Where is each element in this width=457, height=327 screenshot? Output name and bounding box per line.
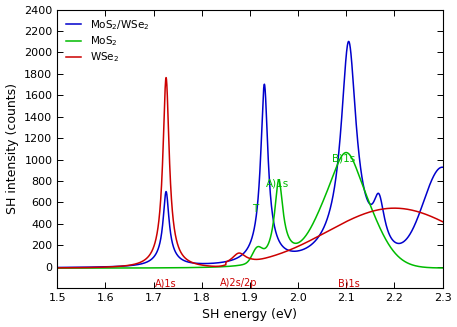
WSe$_2$: [202, 264, 208, 267]
Text: T: T: [253, 204, 259, 214]
WSe$_2$: [98, 265, 104, 269]
Y-axis label: SH intensity (counts): SH intensity (counts): [5, 83, 19, 214]
MoS$_2$: [219, 265, 224, 269]
WSe$_2$: [432, 216, 438, 220]
Text: A)1s: A)1s: [266, 179, 289, 188]
MoS$_2$/WSe$_2$: [219, 260, 224, 264]
X-axis label: SH energy (eV): SH energy (eV): [202, 308, 298, 321]
MoS$_2$: [202, 266, 208, 269]
MoS$_2$/WSe$_2$: [432, 171, 438, 175]
MoS$_2$/WSe$_2$: [54, 266, 60, 269]
Line: WSe$_2$: WSe$_2$: [57, 77, 442, 268]
MoS$_2$/WSe$_2$: [440, 165, 445, 169]
MoS$_2$: [54, 266, 60, 270]
MoS$_2$/WSe$_2$: [391, 239, 396, 243]
Text: B)1s: B)1s: [332, 154, 356, 164]
MoS$_2$/WSe$_2$: [346, 40, 351, 43]
Line: MoS$_2$/WSe$_2$: MoS$_2$/WSe$_2$: [57, 42, 442, 267]
MoS$_2$/WSe$_2$: [121, 264, 127, 268]
MoS$_2$/WSe$_2$: [98, 265, 104, 269]
MoS$_2$/WSe$_2$: [202, 262, 208, 266]
WSe$_2$: [163, 76, 169, 79]
Text: A)1s: A)1s: [155, 278, 177, 288]
WSe$_2$: [440, 220, 445, 224]
WSe$_2$: [121, 264, 127, 268]
MoS$_2$: [440, 266, 445, 270]
MoS$_2$: [391, 250, 396, 253]
WSe$_2$: [54, 266, 60, 270]
WSe$_2$: [391, 206, 396, 210]
MoS$_2$: [432, 266, 438, 270]
Line: MoS$_2$: MoS$_2$: [57, 153, 442, 268]
Legend: MoS$_2$/WSe$_2$, MoS$_2$, WSe$_2$: MoS$_2$/WSe$_2$, MoS$_2$, WSe$_2$: [63, 15, 152, 68]
MoS$_2$: [121, 266, 127, 270]
WSe$_2$: [219, 264, 224, 268]
MoS$_2$: [344, 151, 349, 155]
Text: B)1s: B)1s: [338, 278, 360, 288]
Text: A)2s/2p: A)2s/2p: [220, 278, 258, 288]
MoS$_2$: [98, 266, 104, 270]
